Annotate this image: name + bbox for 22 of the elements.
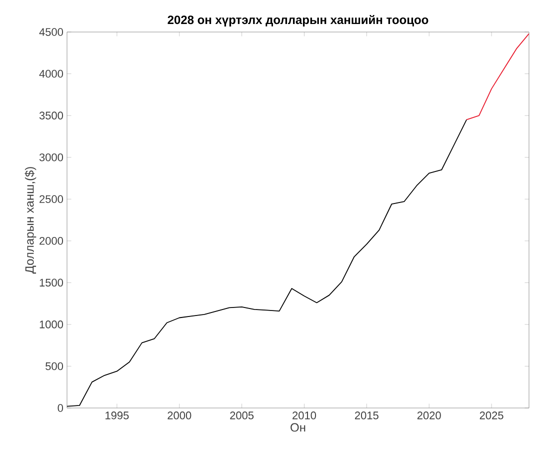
y-tick-label: 1500: [40, 278, 64, 287]
y-tick-label: 500: [46, 362, 64, 370]
x-tick-label: 2000: [168, 412, 192, 420]
y-tick-label: 3500: [39, 112, 64, 120]
y-tick-label: 1000: [40, 320, 64, 328]
x-tick-label: 2005: [230, 412, 254, 420]
x-tick-label: 2020: [417, 412, 441, 420]
chart-title: 2028 он хүртэлх долларын ханшийн тооцоо: [168, 15, 428, 26]
y-tick-label: 2000: [40, 237, 64, 245]
y-tick-label: 4000: [39, 70, 64, 78]
x-tick-label: 2025: [480, 412, 504, 420]
x-tick-label: 2010: [292, 412, 316, 420]
y-tick-label: 2500: [40, 195, 64, 203]
y-axis-title: Долларын ханш,($): [24, 167, 36, 274]
line-series: [67, 119, 468, 407]
line-series: [466, 33, 529, 120]
y-tick-label: 4500: [39, 28, 64, 36]
y-tick-label: 0: [58, 404, 64, 412]
x-tick-label: 2015: [354, 412, 378, 420]
x-tick-label: 1995: [106, 412, 129, 420]
x-axis-title: Он: [290, 423, 306, 432]
y-tick-label: 3000: [39, 153, 64, 162]
